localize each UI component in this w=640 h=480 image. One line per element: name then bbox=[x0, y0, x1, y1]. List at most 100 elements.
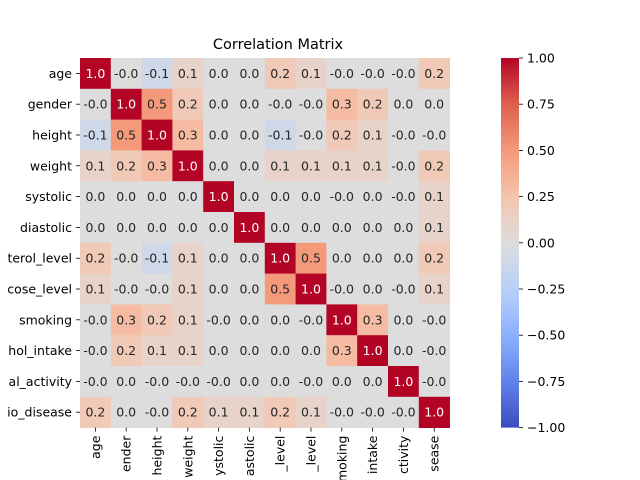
heatmap-cell bbox=[264, 273, 296, 305]
heatmap-cell bbox=[234, 304, 266, 336]
heatmap-cell bbox=[203, 396, 235, 428]
heatmap-cell bbox=[141, 212, 173, 244]
heatmap-cell bbox=[388, 304, 420, 336]
y-tick-label: io_disease bbox=[7, 405, 72, 420]
colorbar-tick-label: −1.00 bbox=[527, 420, 565, 435]
heatmap-cell bbox=[418, 396, 450, 428]
cell-value-label: -0.0 bbox=[114, 66, 138, 81]
cell-value-label: 1.0 bbox=[178, 158, 198, 173]
cell-value-label: 0.1 bbox=[178, 282, 198, 297]
heatmap-cell bbox=[141, 181, 173, 213]
cell-value-label: 0.0 bbox=[332, 374, 352, 389]
cell-value-label: -0.0 bbox=[299, 128, 323, 143]
heatmap-cell bbox=[295, 58, 327, 90]
heatmap-cell bbox=[234, 273, 266, 305]
x-tick-label: weight bbox=[180, 436, 195, 478]
cell-value-label: -0.0 bbox=[330, 189, 354, 204]
cell-value-label: 0.0 bbox=[209, 97, 229, 112]
y-tick-label: systolic bbox=[25, 189, 72, 204]
cell-value-label: 0.0 bbox=[301, 220, 321, 235]
heatmap-cell bbox=[80, 335, 112, 367]
cell-value-label: 0.0 bbox=[178, 220, 198, 235]
heatmap-cell bbox=[326, 181, 358, 213]
cell-value-label: 0.0 bbox=[209, 220, 229, 235]
cell-value-label: 0.1 bbox=[178, 343, 198, 358]
cell-value-label: 0.0 bbox=[239, 282, 259, 297]
y-tick-label: age bbox=[49, 66, 73, 81]
cell-value-label: 0.0 bbox=[147, 220, 167, 235]
heatmap-cell bbox=[295, 88, 327, 120]
x-tick-label: intake bbox=[365, 435, 380, 474]
cell-value-label: -0.0 bbox=[391, 66, 415, 81]
heatmap-cell bbox=[357, 58, 389, 90]
colorbar-tick-label: −0.50 bbox=[527, 328, 565, 343]
cell-value-label: 0.0 bbox=[363, 374, 383, 389]
x-tick-label: age bbox=[88, 435, 103, 459]
heatmap-cell bbox=[141, 242, 173, 274]
cell-value-label: 0.0 bbox=[116, 374, 136, 389]
cell-value-label: 0.2 bbox=[424, 251, 444, 266]
cell-value-label: 0.0 bbox=[239, 189, 259, 204]
heatmap-cell bbox=[326, 335, 358, 367]
heatmap-cell bbox=[295, 181, 327, 213]
colorbar-tick-label: 0.75 bbox=[527, 97, 555, 112]
cell-value-label: -0.0 bbox=[299, 374, 323, 389]
cell-value-label: 1.0 bbox=[363, 343, 383, 358]
cell-value-label: 0.0 bbox=[85, 220, 105, 235]
cell-value-label: 0.2 bbox=[85, 405, 105, 420]
cell-value-label: 0.1 bbox=[178, 312, 198, 327]
y-tick-label: smoking bbox=[19, 312, 72, 327]
cell-value-label: -0.0 bbox=[330, 66, 354, 81]
heatmap-cell bbox=[326, 88, 358, 120]
cell-value-label: 0.1 bbox=[209, 405, 229, 420]
cell-value-label: 0.1 bbox=[301, 158, 321, 173]
cell-value-label: -0.0 bbox=[330, 405, 354, 420]
heatmap-cell bbox=[203, 58, 235, 90]
cell-value-label: 0.0 bbox=[301, 189, 321, 204]
heatmap-cell bbox=[110, 58, 142, 90]
heatmap-cell bbox=[388, 366, 420, 398]
heatmap-cell bbox=[388, 58, 420, 90]
cell-value-label: 0.0 bbox=[393, 251, 413, 266]
cell-value-label: 0.1 bbox=[85, 158, 105, 173]
cell-value-label: 0.2 bbox=[116, 343, 136, 358]
heatmap-cell bbox=[203, 212, 235, 244]
heatmap-cell bbox=[80, 58, 112, 90]
heatmap-cell bbox=[388, 335, 420, 367]
heatmap-cell bbox=[172, 212, 204, 244]
heatmap-cell bbox=[234, 150, 266, 182]
cell-value-label: -0.0 bbox=[330, 282, 354, 297]
heatmap-cell bbox=[326, 242, 358, 274]
heatmap-cell bbox=[264, 181, 296, 213]
cell-value-label: 0.0 bbox=[239, 312, 259, 327]
heatmap-cell bbox=[234, 366, 266, 398]
heatmap-cell bbox=[418, 119, 450, 151]
heatmap-cell bbox=[295, 396, 327, 428]
heatmap-cell bbox=[110, 212, 142, 244]
cell-value-label: 0.0 bbox=[239, 343, 259, 358]
cell-value-label: 0.1 bbox=[301, 405, 321, 420]
cell-value-label: 0.0 bbox=[239, 374, 259, 389]
x-tick-label: moking bbox=[334, 436, 349, 480]
heatmap-cell bbox=[418, 212, 450, 244]
heatmap-cell bbox=[388, 181, 420, 213]
cell-value-label: -0.0 bbox=[145, 282, 169, 297]
y-tick-label: cose_level bbox=[7, 282, 72, 297]
cell-value-label: 0.0 bbox=[116, 405, 136, 420]
heatmap-cell bbox=[326, 366, 358, 398]
cell-value-label: -0.0 bbox=[145, 374, 169, 389]
cell-value-label: 0.2 bbox=[178, 97, 198, 112]
cell-value-label: 0.5 bbox=[270, 282, 290, 297]
cell-value-label: -0.0 bbox=[391, 189, 415, 204]
heatmap-cell bbox=[357, 304, 389, 336]
cell-value-label: 0.3 bbox=[363, 312, 383, 327]
y-tick-label: diastolic bbox=[20, 220, 72, 235]
x-tick-label: sease bbox=[427, 435, 442, 471]
cell-value-label: 0.1 bbox=[424, 189, 444, 204]
heatmap-cell bbox=[295, 335, 327, 367]
cell-value-label: -0.0 bbox=[422, 374, 446, 389]
heatmap-cell bbox=[418, 304, 450, 336]
cell-value-label: 0.0 bbox=[116, 189, 136, 204]
heatmap-cells bbox=[80, 58, 450, 428]
